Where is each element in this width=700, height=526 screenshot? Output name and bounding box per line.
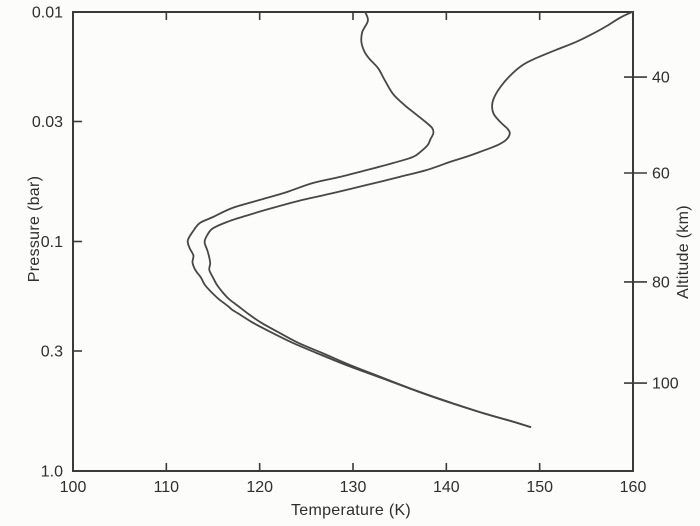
x-axis-tick-label: 150 <box>526 479 553 496</box>
altitude-tick-label: 60 <box>652 166 670 183</box>
curve-temperature-profile-cold <box>186 11 532 428</box>
pressure-tick-label: 1.0 <box>41 464 63 481</box>
altitude-tick-label: 80 <box>652 274 670 291</box>
x-axis-tick-label: 100 <box>60 479 87 496</box>
x-axis-tick-label: 120 <box>246 479 273 496</box>
altitude-tick-label: 100 <box>652 376 679 393</box>
x-axis-tick-label: 160 <box>620 479 647 496</box>
plot-frame <box>72 11 634 472</box>
x-axis-tick-label: 130 <box>340 479 367 496</box>
temperature-axis-title: Temperature (K) <box>290 502 412 519</box>
pressure-tick-label: 0.01 <box>32 5 63 22</box>
altitude-tick-label: 40 <box>652 70 670 87</box>
curve-temperature-profile-warm <box>203 11 633 428</box>
pressure-tick-label: 0.1 <box>41 234 63 251</box>
x-axis-tick-label: 110 <box>154 479 180 496</box>
pressure-tick-label: 0.3 <box>41 343 63 360</box>
pressure-axis-title: Pressure (bar) <box>26 175 43 283</box>
x-axis-tick-label: 140 <box>433 479 460 496</box>
pressure-tick-label: 0.03 <box>32 114 63 131</box>
altitude-axis-title: Altitude (km) <box>675 205 692 299</box>
